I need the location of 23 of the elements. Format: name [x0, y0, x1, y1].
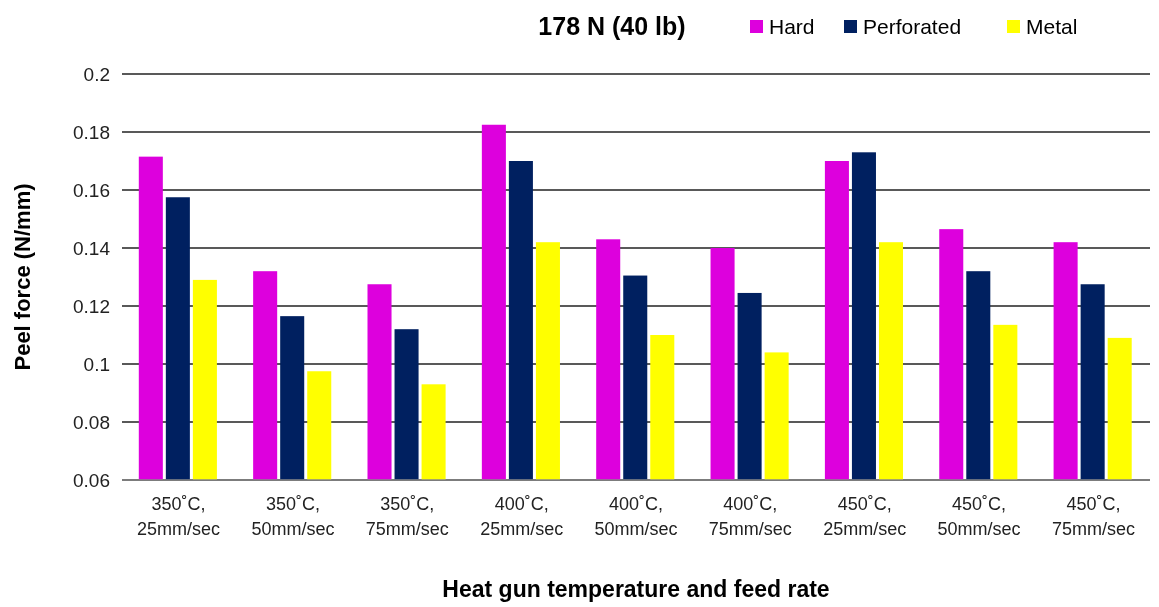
- y-tick-label: 0.14: [73, 237, 111, 259]
- y-tick-label: 0.18: [73, 121, 110, 143]
- x-tick-label: 350˚C, 75mm/sec: [365, 494, 449, 539]
- legend-label: Perforated: [863, 15, 962, 38]
- x-tick-label: 350˚C, 50mm/sec: [251, 494, 335, 539]
- legend-label: Metal: [1026, 15, 1078, 38]
- y-tick-label: 0.08: [73, 411, 110, 433]
- y-tick-label: 0.12: [73, 295, 110, 317]
- y-tick-label: 0.1: [83, 353, 110, 375]
- y-tick-label: 0.06: [73, 469, 110, 491]
- chart-title: 178 N (40 lb): [538, 12, 686, 40]
- x-tick-label: 350˚C, 25mm/sec: [137, 494, 221, 539]
- y-tick-label: 0.2: [83, 63, 110, 85]
- x-tick-label: 400˚C, 25mm/sec: [480, 494, 564, 539]
- y-tick-label: 0.16: [73, 179, 110, 201]
- x-axis-title: Heat gun temperature and feed rate: [442, 576, 830, 602]
- legend-label: Hard: [769, 15, 815, 38]
- x-tick-label: 400˚C, 50mm/sec: [594, 494, 678, 539]
- x-tick-label: 450˚C, 50mm/sec: [937, 494, 1021, 539]
- y-axis-title: Peel force (N/mm): [10, 183, 35, 371]
- x-tick-label: 400˚C, 75mm/sec: [708, 494, 792, 539]
- x-tick-label: 450˚C, 25mm/sec: [823, 494, 907, 539]
- x-tick-label: 450˚C, 75mm/sec: [1051, 494, 1135, 539]
